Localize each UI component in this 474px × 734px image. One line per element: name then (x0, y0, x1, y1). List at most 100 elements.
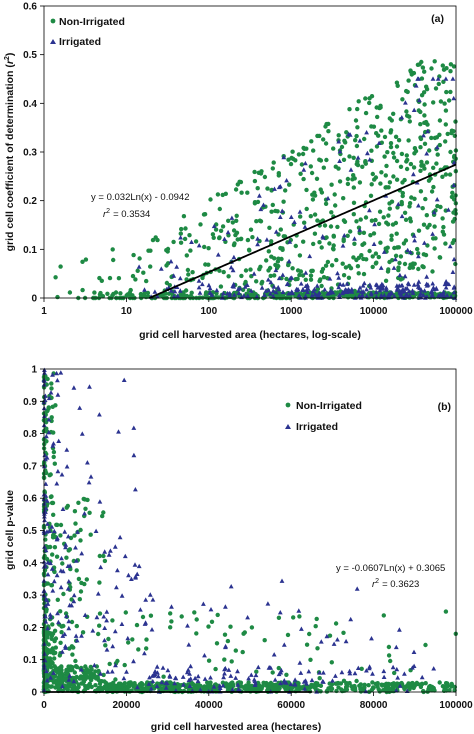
point-non-irrigated (412, 261, 417, 266)
point-non-irrigated (395, 83, 400, 89)
point-irrigated (444, 281, 450, 286)
point-irrigated (64, 613, 69, 619)
point-non-irrigated (318, 187, 323, 192)
point-irrigated (399, 283, 405, 288)
y-tick-label: 0.8 (23, 429, 37, 440)
point-non-irrigated (130, 637, 135, 642)
point-non-irrigated (422, 102, 427, 107)
point-irrigated (142, 621, 148, 626)
point-non-irrigated (308, 214, 313, 219)
point-non-irrigated (363, 161, 368, 166)
point-non-irrigated (353, 138, 358, 143)
point-non-irrigated (255, 186, 260, 191)
point-non-irrigated (97, 292, 103, 297)
point-non-irrigated (73, 658, 78, 664)
point-non-irrigated (412, 151, 417, 156)
point-non-irrigated (401, 241, 407, 246)
point-irrigated (279, 208, 285, 213)
point-irrigated (220, 683, 226, 688)
point-non-irrigated (443, 139, 448, 144)
point-non-irrigated (440, 216, 445, 221)
point-irrigated (104, 618, 109, 623)
point-non-irrigated (257, 218, 263, 223)
point-non-irrigated (358, 217, 363, 222)
point-non-irrigated (424, 160, 430, 165)
point-non-irrigated (269, 187, 274, 193)
point-non-irrigated (246, 247, 252, 252)
y-tick-label: 1 (31, 365, 37, 376)
point-non-irrigated (359, 253, 364, 258)
point-irrigated (364, 130, 369, 135)
point-non-irrigated (238, 179, 244, 185)
point-non-irrigated (148, 264, 153, 269)
point-non-irrigated (204, 294, 210, 299)
point-non-irrigated (372, 177, 377, 182)
point-non-irrigated (252, 178, 258, 184)
point-non-irrigated (402, 210, 408, 215)
point-non-irrigated (309, 170, 315, 176)
point-non-irrigated (243, 279, 248, 285)
point-irrigated (411, 233, 417, 238)
point-non-irrigated (265, 186, 270, 191)
point-irrigated (288, 214, 294, 219)
point-irrigated (172, 289, 178, 294)
point-non-irrigated (357, 180, 363, 185)
point-non-irrigated (447, 688, 452, 693)
point-non-irrigated (64, 672, 69, 677)
point-non-irrigated (252, 201, 258, 206)
point-irrigated (381, 674, 387, 679)
point-irrigated (320, 235, 326, 240)
point-irrigated (276, 286, 282, 292)
point-non-irrigated (428, 684, 433, 690)
point-non-irrigated (449, 681, 454, 687)
point-irrigated (121, 675, 127, 681)
point-irrigated (79, 431, 85, 436)
point-non-irrigated (406, 78, 411, 83)
point-irrigated (451, 256, 457, 262)
point-non-irrigated (443, 241, 448, 246)
point-non-irrigated (312, 231, 318, 236)
point-non-irrigated (453, 119, 458, 124)
point-non-irrigated (53, 275, 58, 280)
point-irrigated (280, 272, 286, 277)
point-non-irrigated (231, 228, 237, 233)
point-irrigated (48, 614, 53, 620)
point-irrigated (42, 370, 47, 375)
point-non-irrigated (309, 139, 314, 144)
point-irrigated (289, 275, 295, 280)
point-irrigated (171, 294, 177, 299)
point-irrigated (402, 671, 407, 676)
point-non-irrigated (376, 221, 382, 227)
point-non-irrigated (347, 107, 352, 112)
point-non-irrigated (443, 609, 449, 614)
point-non-irrigated (240, 649, 245, 655)
point-irrigated (63, 542, 69, 547)
point-non-irrigated (144, 278, 149, 284)
point-non-irrigated (309, 268, 314, 274)
point-non-irrigated (57, 653, 62, 658)
point-non-irrigated (387, 116, 392, 121)
point-non-irrigated (42, 568, 48, 573)
point-non-irrigated (323, 263, 329, 268)
point-irrigated (381, 249, 387, 254)
point-non-irrigated (308, 657, 313, 662)
point-non-irrigated (321, 165, 326, 170)
point-non-irrigated (272, 273, 277, 278)
point-irrigated (46, 430, 52, 435)
point-non-irrigated (420, 681, 425, 687)
point-non-irrigated (375, 114, 380, 120)
point-irrigated (322, 287, 328, 292)
point-non-irrigated (194, 617, 199, 622)
chart-a-y-axis-label: grid cell coefficient of determination (… (4, 53, 16, 252)
point-non-irrigated (422, 69, 427, 74)
point-non-irrigated (51, 449, 57, 455)
point-non-irrigated (213, 666, 218, 672)
point-non-irrigated (59, 630, 64, 635)
point-non-irrigated (65, 503, 71, 509)
point-non-irrigated (178, 240, 184, 245)
point-non-irrigated (52, 545, 58, 550)
point-irrigated (133, 487, 138, 492)
point-irrigated (62, 529, 68, 534)
point-irrigated (148, 686, 154, 691)
point-non-irrigated (387, 206, 392, 211)
